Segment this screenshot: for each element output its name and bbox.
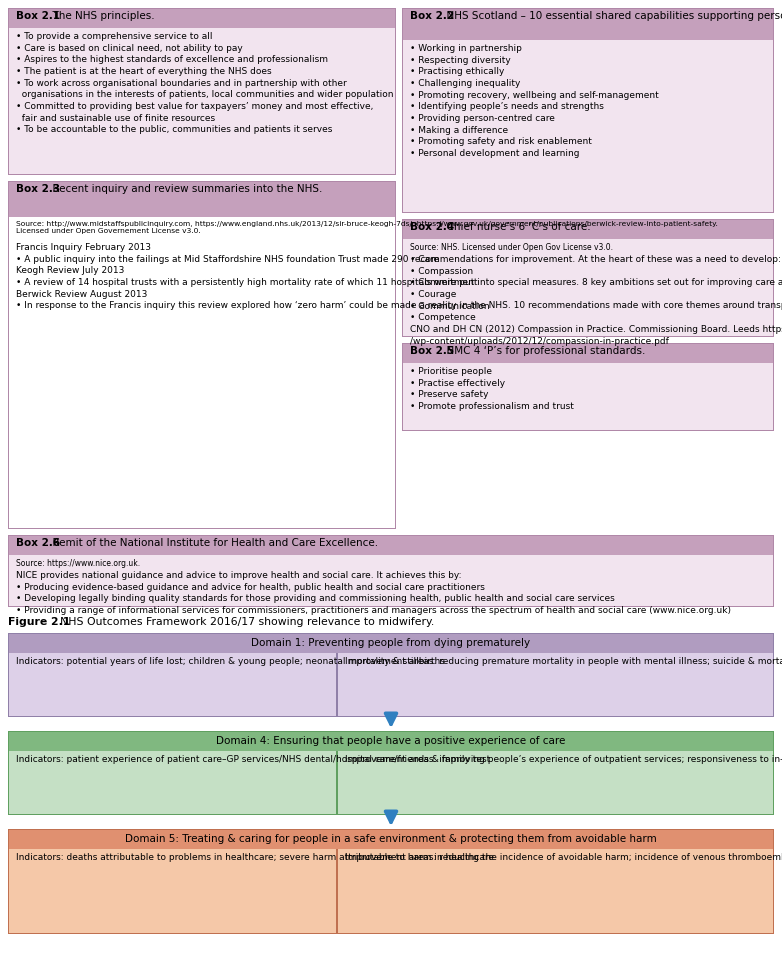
Bar: [9, 653, 336, 716]
Text: Improvement areas: reducing the incidence of avoidable harm; incidence of venous: Improvement areas: reducing the incidenc…: [346, 853, 782, 862]
Bar: [9, 555, 773, 606]
Text: Source: https://www.nice.org.uk.: Source: https://www.nice.org.uk.: [16, 559, 140, 568]
Bar: [9, 751, 336, 814]
Text: Source: http://www.midstaffspublicinquiry.com, https://www.england.nhs.uk/2013/1: Source: http://www.midstaffspublicinquir…: [16, 221, 718, 235]
Bar: [402, 219, 774, 337]
Bar: [9, 830, 773, 849]
Bar: [9, 182, 395, 217]
Text: NHS Outcomes Framework 2016/17 showing relevance to midwifery.: NHS Outcomes Framework 2016/17 showing r…: [53, 617, 435, 627]
Text: Remit of the National Institute for Health and Care Excellence.: Remit of the National Institute for Heal…: [46, 538, 378, 548]
Text: Domain 4: Ensuring that people have a positive experience of care: Domain 4: Ensuring that people have a po…: [217, 736, 565, 746]
Text: Box 2.3: Box 2.3: [16, 184, 60, 194]
Text: Box 2.5: Box 2.5: [410, 346, 454, 356]
Text: • Care
• Compassion
• Commitment
• Courage
• Communication
• Competence
CNO and : • Care • Compassion • Commitment • Coura…: [410, 255, 782, 345]
Text: • Working in partnership
• Respecting diversity
• Practising ethically
• Challen: • Working in partnership • Respecting di…: [410, 44, 658, 158]
Text: Chief nurse’s 6 ‘C’s of care.: Chief nurse’s 6 ‘C’s of care.: [440, 222, 590, 232]
Text: Domain 5: Treating & caring for people in a safe environment & protecting them f: Domain 5: Treating & caring for people i…: [125, 834, 657, 844]
Text: Indicators: patient experience of patient care–GP services/NHS dental/hospital c: Indicators: patient experience of patien…: [16, 755, 490, 764]
Text: The NHS principles.: The NHS principles.: [46, 11, 155, 21]
Bar: [9, 28, 395, 174]
Text: Improvement areas: reducing premature mortality in people with mental illness; s: Improvement areas: reducing premature mo…: [346, 657, 782, 666]
Text: • To provide a comprehensive service to all
• Care is based on clinical need, no: • To provide a comprehensive service to …: [16, 32, 393, 134]
Bar: [402, 8, 774, 213]
Text: Domain 1: Preventing people from dying prematurely: Domain 1: Preventing people from dying p…: [252, 638, 530, 648]
Bar: [403, 220, 773, 239]
Text: Box 2.1: Box 2.1: [16, 11, 60, 21]
Bar: [8, 181, 396, 529]
Bar: [9, 732, 773, 751]
Bar: [339, 849, 773, 933]
Bar: [9, 536, 773, 555]
Bar: [403, 9, 773, 40]
Text: NICE provides national guidance and advice to improve health and social care. It: NICE provides national guidance and advi…: [16, 571, 731, 615]
Bar: [403, 363, 773, 430]
Bar: [8, 8, 396, 175]
Bar: [403, 40, 773, 212]
Text: Francis Inquiry February 2013
• A public inquiry into the failings at Mid Staffo: Francis Inquiry February 2013 • A public…: [16, 243, 782, 310]
Bar: [9, 634, 773, 653]
Bar: [8, 535, 774, 607]
Text: Improvement areas: improving people’s experience of outpatient services; respons: Improvement areas: improving people’s ex…: [346, 755, 782, 764]
Bar: [339, 653, 773, 716]
Text: Indicators: deaths attributable to problems in healthcare; severe harm attributa: Indicators: deaths attributable to probl…: [16, 853, 494, 862]
Bar: [402, 343, 774, 431]
Bar: [9, 217, 395, 528]
Bar: [8, 829, 774, 934]
Bar: [9, 849, 336, 933]
Text: Box 2.4: Box 2.4: [410, 222, 454, 232]
Text: Figure 2.1: Figure 2.1: [8, 617, 70, 627]
Text: Recent inquiry and review summaries into the NHS.: Recent inquiry and review summaries into…: [46, 184, 323, 194]
Bar: [8, 633, 774, 717]
Text: Box 2.2: Box 2.2: [410, 11, 454, 21]
Text: Indicators: potential years of life lost; children & young people; neonatal mort: Indicators: potential years of life lost…: [16, 657, 445, 666]
Text: Source: NHS. Licensed under Open Gov License v3.0.: Source: NHS. Licensed under Open Gov Lic…: [410, 243, 612, 252]
Bar: [403, 344, 773, 363]
Bar: [8, 731, 774, 815]
Bar: [403, 239, 773, 336]
Text: NMC 4 ‘P’s for professional standards.: NMC 4 ‘P’s for professional standards.: [440, 346, 645, 356]
Text: • Prioritise people
• Practise effectively
• Preserve safety
• Promote professio: • Prioritise people • Practise effective…: [410, 367, 573, 411]
Text: Box 2.6: Box 2.6: [16, 538, 60, 548]
Bar: [9, 9, 395, 28]
Bar: [339, 751, 773, 814]
Text: NHS Scotland – 10 essential shared capabilities supporting person-centred approa: NHS Scotland – 10 essential shared capab…: [440, 11, 782, 21]
